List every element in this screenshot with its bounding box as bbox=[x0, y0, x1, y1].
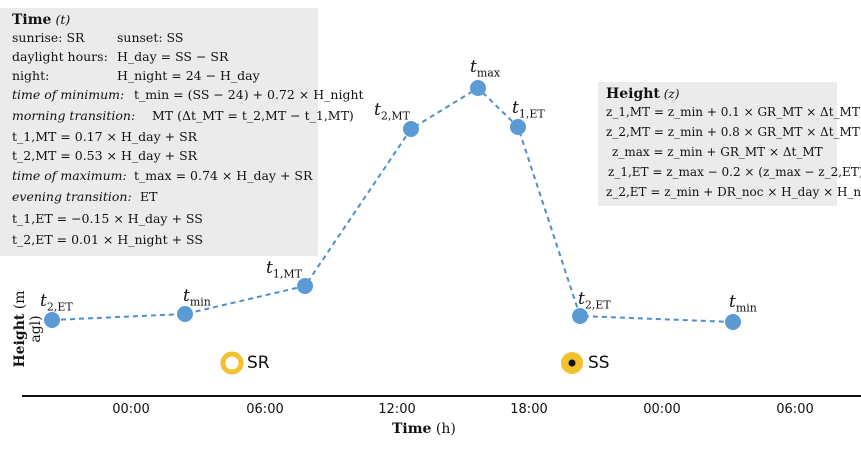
x-tick-label: 06:00 bbox=[246, 402, 284, 417]
x-tick-label: 12:00 bbox=[378, 402, 416, 417]
time-row-t1mt: t_1,MT = 0.17 × H_day + SR bbox=[12, 129, 198, 144]
curve-point-max bbox=[470, 80, 486, 96]
point-label-tmin-left: tmin bbox=[183, 286, 211, 309]
point-label-tmin-right: tmin bbox=[729, 292, 757, 315]
height-definitions-box: Height (z) z_1,MT = z_min + 0.1 × GR_MT … bbox=[598, 82, 861, 206]
time-row-sunrise-sunset: sunrise: SR sunset: SS bbox=[12, 30, 184, 45]
sunrise-label: SR bbox=[247, 353, 270, 373]
time-box-title: Time (t) bbox=[12, 12, 71, 28]
time-row-t2mt: t_2,MT = 0.53 × H_day + SR bbox=[12, 148, 198, 163]
point-label-t2et-left: t2,ET bbox=[40, 291, 73, 314]
point-label-t2et-right: t2,ET bbox=[578, 289, 611, 312]
time-row-t2et: t_2,ET = 0.01 × H_night + SS bbox=[12, 232, 203, 247]
time-definitions-box: Time (t) sunrise: SR sunset: SS daylight … bbox=[0, 8, 364, 256]
height-row-z2mt: z_2,MT = z_min + 0.8 × GR_MT × Δt_MT bbox=[606, 125, 860, 139]
time-row-evening-transition: evening transition: ET bbox=[12, 189, 158, 204]
curve-point-1MT bbox=[297, 278, 313, 294]
height-box-title: Height (z) bbox=[606, 86, 680, 102]
height-row-zmax: z_max = z_min + GR_MT × Δt_MT bbox=[612, 145, 823, 159]
time-row-morning-transition: morning transition: MT (Δt_MT = t_2,MT − … bbox=[12, 108, 354, 123]
time-row-minimum: time of minimum: t_min = (SS − 24) + 0.72… bbox=[12, 87, 364, 102]
x-tick-label: 06:00 bbox=[776, 402, 814, 417]
sunset-label: SS bbox=[588, 353, 610, 373]
height-curve-line bbox=[51, 86, 734, 323]
x-tick-label: 00:00 bbox=[643, 402, 681, 417]
x-tick-label: 18:00 bbox=[510, 402, 548, 417]
height-row-z1mt: z_1,MT = z_min + 0.1 × GR_MT × Δt_MT bbox=[606, 105, 860, 119]
point-label-t1mt: t1,MT bbox=[266, 258, 302, 281]
time-row-maximum: time of maximum: t_max = 0.74 × H_day + S… bbox=[12, 168, 313, 183]
point-label-t1et: t1,ET bbox=[512, 98, 545, 121]
time-row-t1et: t_1,ET = −0.15 × H_day + SS bbox=[12, 211, 203, 226]
curve-point-2ET bbox=[572, 308, 588, 324]
curve-point-min bbox=[177, 306, 193, 322]
point-label-t2mt: t2,MT bbox=[374, 100, 410, 123]
sunrise-icon bbox=[220, 351, 244, 375]
curve-point-2ET bbox=[44, 312, 60, 328]
sunset-icon-center bbox=[568, 359, 576, 367]
height-row-z2et: z_2,ET = z_min + DR_noc × H_day × H_nigh… bbox=[606, 185, 861, 199]
x-tick-label: 00:00 bbox=[112, 402, 150, 417]
point-label-tmax: tmax bbox=[470, 57, 501, 80]
curve-point-2MT bbox=[403, 121, 419, 137]
height-row-z1et: z_1,ET = z_max − 0.2 × (z_max − z_2,ET) bbox=[608, 165, 861, 179]
x-axis-title: Time (h) bbox=[392, 421, 456, 437]
y-axis-title: Height (m agl) bbox=[12, 290, 44, 368]
curve-point-min bbox=[725, 314, 741, 330]
time-row-daylight: daylight hours: H_day = SS − SR bbox=[12, 49, 229, 64]
curve-point-1ET bbox=[510, 119, 526, 135]
time-row-night: night: H_night = 24 − H_day bbox=[12, 68, 260, 83]
